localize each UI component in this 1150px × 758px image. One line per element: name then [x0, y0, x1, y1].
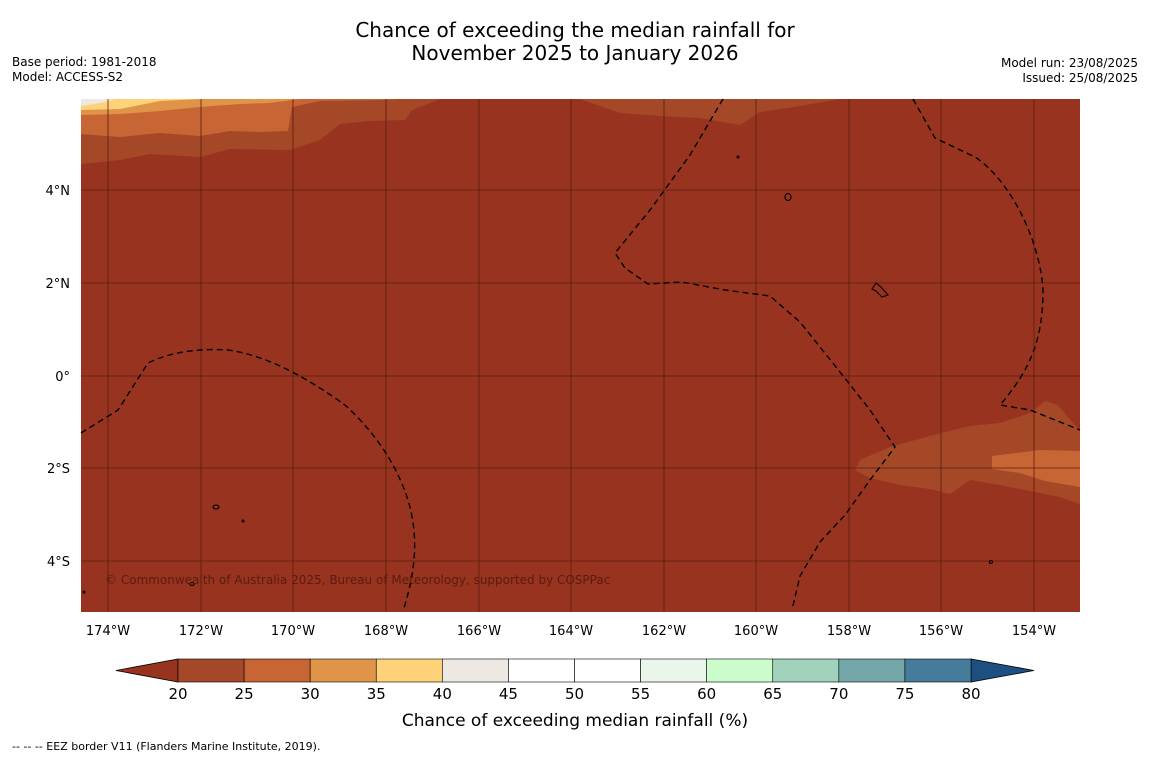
lon-label: 174°W	[86, 624, 130, 639]
lon-label: 168°W	[364, 624, 408, 639]
colorbar-tick-label: 50	[565, 685, 584, 703]
eez-border-east	[912, 98, 1081, 431]
band-40-45-north	[81, 99, 115, 106]
island-1	[784, 192, 792, 202]
lon-label: 170°W	[271, 624, 315, 639]
eez-border-west	[80, 348, 416, 609]
lat-label: 2°N	[46, 277, 71, 292]
lon-label: 154°W	[1012, 624, 1056, 639]
longitude-labels: 174°W 172°W 170°W 168°W 166°W 164°W 162°W 160°W…	[86, 624, 1056, 639]
colorbar-swatch	[375, 658, 443, 683]
band-20-25-northeast	[580, 99, 840, 125]
eez-footnote: -- -- -- EEZ border V11 (Flanders Marine…	[12, 740, 321, 753]
island-3	[212, 504, 220, 510]
colorbar-tick-label: 20	[168, 685, 187, 703]
latitude-labels: 4°N 2°N 0° 2°S 4°S	[46, 184, 71, 570]
lon-label: 158°W	[827, 624, 871, 639]
island-8	[82, 590, 86, 594]
copyright-notice: © Commonwealth of Australia 2025, Bureau…	[105, 573, 610, 587]
colorbar: 20 25 30 35 40 45 50 55 60 65 70 75 80	[115, 658, 1035, 703]
colorbar-swatch	[442, 658, 509, 683]
island-4	[189, 581, 195, 587]
meta-right: Model run: 23/08/2025 Issued: 25/08/2025	[1001, 56, 1138, 86]
lon-label: 164°W	[549, 624, 593, 639]
colorbar-swatch	[706, 658, 774, 683]
colorbar-swatch	[508, 658, 575, 683]
colorbar-swatch	[904, 658, 972, 683]
graticule	[81, 99, 1080, 612]
map-panel: © Commonwealth of Australia 2025, Bureau…	[80, 98, 1081, 612]
band-25-30-east	[992, 450, 1080, 487]
colorbar-tick-label: 45	[499, 685, 518, 703]
lat-label: 2°S	[47, 462, 70, 477]
lat-label: 4°S	[47, 555, 70, 570]
colorbar-swatch	[838, 658, 906, 683]
eez-border-central	[614, 98, 896, 611]
map-background	[81, 99, 1080, 612]
band-20-25-east	[855, 401, 1080, 504]
title-line-2: November 2025 to January 2026	[411, 41, 739, 65]
meta-left: Base period: 1981-2018 Model: ACCESS-S2	[12, 55, 157, 85]
map-title: Chance of exceeding the median rainfall …	[0, 19, 1150, 65]
model-name: Model: ACCESS-S2	[12, 70, 124, 84]
lon-label: 166°W	[457, 624, 501, 639]
lat-label: 0°	[55, 370, 70, 385]
base-period: Base period: 1981-2018	[12, 55, 157, 69]
colorbar-over-arrow	[970, 658, 1035, 683]
island-5	[988, 559, 994, 565]
islands	[82, 155, 994, 594]
colorbar-tick-label: 60	[697, 685, 716, 703]
band-35-40-north	[81, 99, 200, 110]
colorbar-tick-label: 80	[961, 685, 980, 703]
lon-label: 156°W	[919, 624, 963, 639]
title-line-1: Chance of exceeding the median rainfall …	[355, 18, 795, 42]
island-2	[871, 282, 889, 298]
colorbar-tick-label: 70	[829, 685, 848, 703]
colorbar-tick-label: 65	[763, 685, 782, 703]
colorbar-tick-label: 35	[367, 685, 386, 703]
colorbar-tick-label: 25	[235, 685, 254, 703]
colorbar-title: Chance of exceeding median rainfall (%)	[402, 711, 748, 731]
colorbar-swatch	[640, 658, 707, 683]
colorbar-swatch	[574, 658, 641, 683]
lon-label: 172°W	[179, 624, 223, 639]
colorbar-tick-label: 75	[895, 685, 914, 703]
colorbar-tick-label: 30	[301, 685, 320, 703]
colorbar-swatch	[772, 658, 840, 683]
colorbar-swatch	[177, 658, 245, 683]
issued-date: Issued: 25/08/2025	[1022, 71, 1138, 85]
eez-borders	[80, 98, 1081, 611]
lon-label: 160°W	[734, 624, 778, 639]
colorbar-swatch	[309, 658, 377, 683]
island-7	[241, 519, 245, 523]
lat-label: 4°N	[46, 184, 71, 199]
colorbar-tick-label: 55	[631, 685, 650, 703]
model-run: Model run: 23/08/2025	[1000, 56, 1138, 70]
colorbar-under-arrow	[115, 658, 179, 683]
colorbar-tick-label: 40	[433, 685, 452, 703]
lon-label: 162°W	[642, 624, 686, 639]
island-6	[736, 155, 740, 159]
colorbar-swatch	[243, 658, 311, 683]
